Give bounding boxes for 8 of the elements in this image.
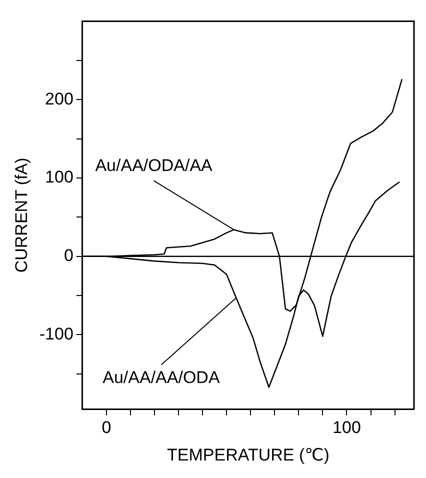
y-tick-label: 200 xyxy=(45,89,74,108)
y-tick-label: 100 xyxy=(45,168,74,187)
annotation: Au/AA/AA/ODA xyxy=(102,368,220,387)
y-tick-label: -100 xyxy=(39,324,74,344)
annotation: Au/AA/ODA/AA xyxy=(95,156,214,175)
x-axis-title: TEMPERATURE (℃) xyxy=(167,445,330,464)
y-tick-label: 0 xyxy=(64,246,74,266)
y-axis-title: CURRENT (fA) xyxy=(12,158,31,273)
